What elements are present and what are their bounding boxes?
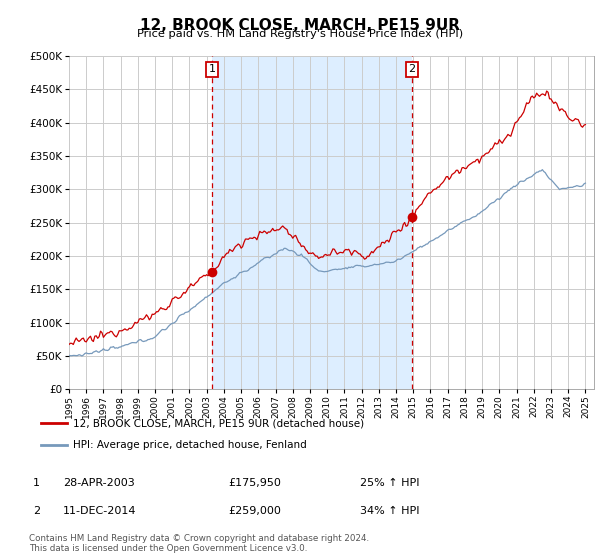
Text: 25% ↑ HPI: 25% ↑ HPI <box>360 478 419 488</box>
Text: 11-DEC-2014: 11-DEC-2014 <box>63 506 137 516</box>
Text: 1: 1 <box>33 478 40 488</box>
Text: 2: 2 <box>409 64 415 74</box>
Text: £259,000: £259,000 <box>228 506 281 516</box>
Text: 12, BROOK CLOSE, MARCH, PE15 9UR: 12, BROOK CLOSE, MARCH, PE15 9UR <box>140 18 460 33</box>
Text: This data is licensed under the Open Government Licence v3.0.: This data is licensed under the Open Gov… <box>29 544 307 553</box>
Text: 34% ↑ HPI: 34% ↑ HPI <box>360 506 419 516</box>
Text: 1: 1 <box>208 64 215 74</box>
Text: Contains HM Land Registry data © Crown copyright and database right 2024.: Contains HM Land Registry data © Crown c… <box>29 534 369 543</box>
Text: 2: 2 <box>33 506 40 516</box>
Bar <box>212 56 412 389</box>
Text: Price paid vs. HM Land Registry's House Price Index (HPI): Price paid vs. HM Land Registry's House … <box>137 29 463 39</box>
Text: 12, BROOK CLOSE, MARCH, PE15 9UR (detached house): 12, BROOK CLOSE, MARCH, PE15 9UR (detach… <box>73 418 364 428</box>
Text: 28-APR-2003: 28-APR-2003 <box>63 478 135 488</box>
Text: £175,950: £175,950 <box>228 478 281 488</box>
Text: HPI: Average price, detached house, Fenland: HPI: Average price, detached house, Fenl… <box>73 440 307 450</box>
